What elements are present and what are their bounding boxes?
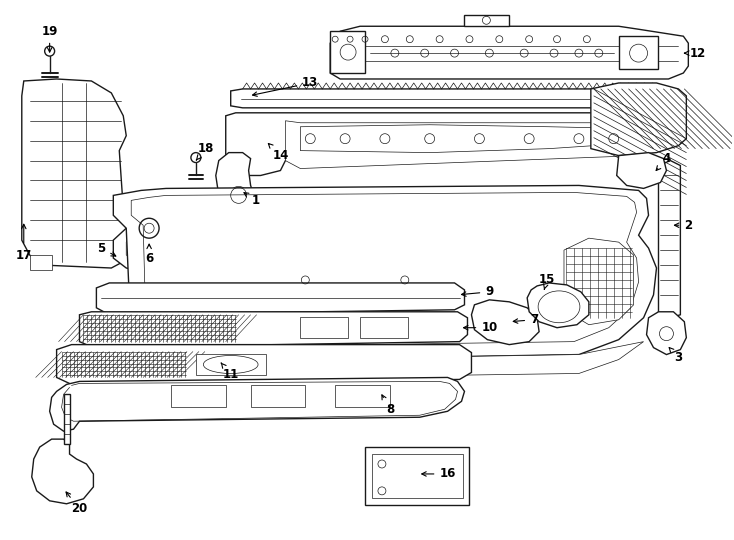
Polygon shape (226, 113, 658, 176)
Polygon shape (527, 283, 589, 328)
Text: 6: 6 (145, 244, 153, 265)
Polygon shape (57, 345, 471, 384)
Text: 14: 14 (269, 144, 288, 162)
Polygon shape (564, 238, 633, 325)
Polygon shape (647, 312, 686, 355)
Polygon shape (617, 153, 666, 188)
Polygon shape (300, 317, 348, 338)
Polygon shape (139, 255, 159, 265)
Polygon shape (196, 354, 266, 375)
Polygon shape (360, 317, 408, 338)
Polygon shape (216, 153, 261, 228)
Polygon shape (619, 36, 658, 69)
Polygon shape (64, 394, 70, 444)
Polygon shape (286, 121, 647, 168)
Bar (372, 454, 462, 498)
Text: 13: 13 (252, 77, 319, 96)
Text: 16: 16 (422, 468, 456, 481)
Text: 7: 7 (513, 313, 538, 326)
Text: 19: 19 (41, 25, 58, 52)
Polygon shape (146, 342, 644, 380)
Text: 15: 15 (539, 273, 555, 289)
Polygon shape (250, 386, 305, 407)
Text: 8: 8 (382, 395, 394, 416)
Text: 12: 12 (684, 46, 706, 59)
Text: 3: 3 (669, 348, 683, 364)
Polygon shape (171, 386, 226, 407)
Polygon shape (591, 83, 686, 156)
Text: 2: 2 (675, 219, 692, 232)
Text: 11: 11 (221, 363, 239, 381)
Polygon shape (465, 15, 509, 26)
Text: 9: 9 (462, 285, 493, 299)
Polygon shape (335, 386, 390, 407)
Text: 10: 10 (464, 321, 498, 334)
Polygon shape (300, 125, 639, 153)
Polygon shape (50, 377, 465, 431)
Polygon shape (471, 300, 539, 345)
Text: 18: 18 (196, 142, 214, 160)
Polygon shape (330, 31, 365, 73)
Polygon shape (32, 439, 93, 504)
Text: 20: 20 (66, 492, 87, 515)
Polygon shape (30, 255, 51, 270)
Polygon shape (330, 26, 688, 79)
Polygon shape (131, 192, 639, 348)
Bar (365, 447, 470, 505)
Text: 5: 5 (97, 241, 116, 256)
Polygon shape (96, 283, 465, 315)
Text: 17: 17 (15, 224, 32, 261)
Polygon shape (22, 79, 131, 268)
Polygon shape (126, 228, 448, 262)
Polygon shape (230, 89, 658, 108)
Polygon shape (113, 185, 656, 361)
Polygon shape (658, 160, 680, 318)
Text: 4: 4 (656, 152, 671, 171)
Text: 1: 1 (244, 193, 260, 207)
Polygon shape (79, 312, 468, 348)
Polygon shape (113, 222, 459, 272)
